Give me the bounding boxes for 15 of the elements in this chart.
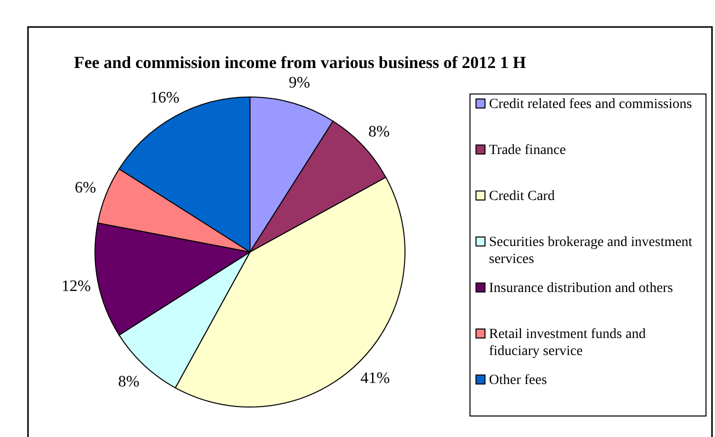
legend-label: Credit Card [489,189,555,204]
data-label: 6% [74,179,96,196]
data-label: 12% [61,278,91,295]
legend-label: Other fees [489,373,547,388]
data-label: 41% [360,370,390,387]
data-label: 9% [288,74,310,92]
legend-label: Retail investment funds and fiduciary service [489,327,646,359]
legend-label: Insurance distribution and others [489,281,673,296]
chart-title: Fee and commission income from various business of 2012 1 H [74,53,526,72]
legend-label: Credit related fees and commissions [489,97,692,112]
data-label: 16% [150,89,180,106]
legend-label: Securities brokerage and investment services [489,235,692,267]
data-label: 8% [368,123,390,140]
data-label: 8% [118,374,140,391]
legend-label: Trade finance [489,143,566,158]
